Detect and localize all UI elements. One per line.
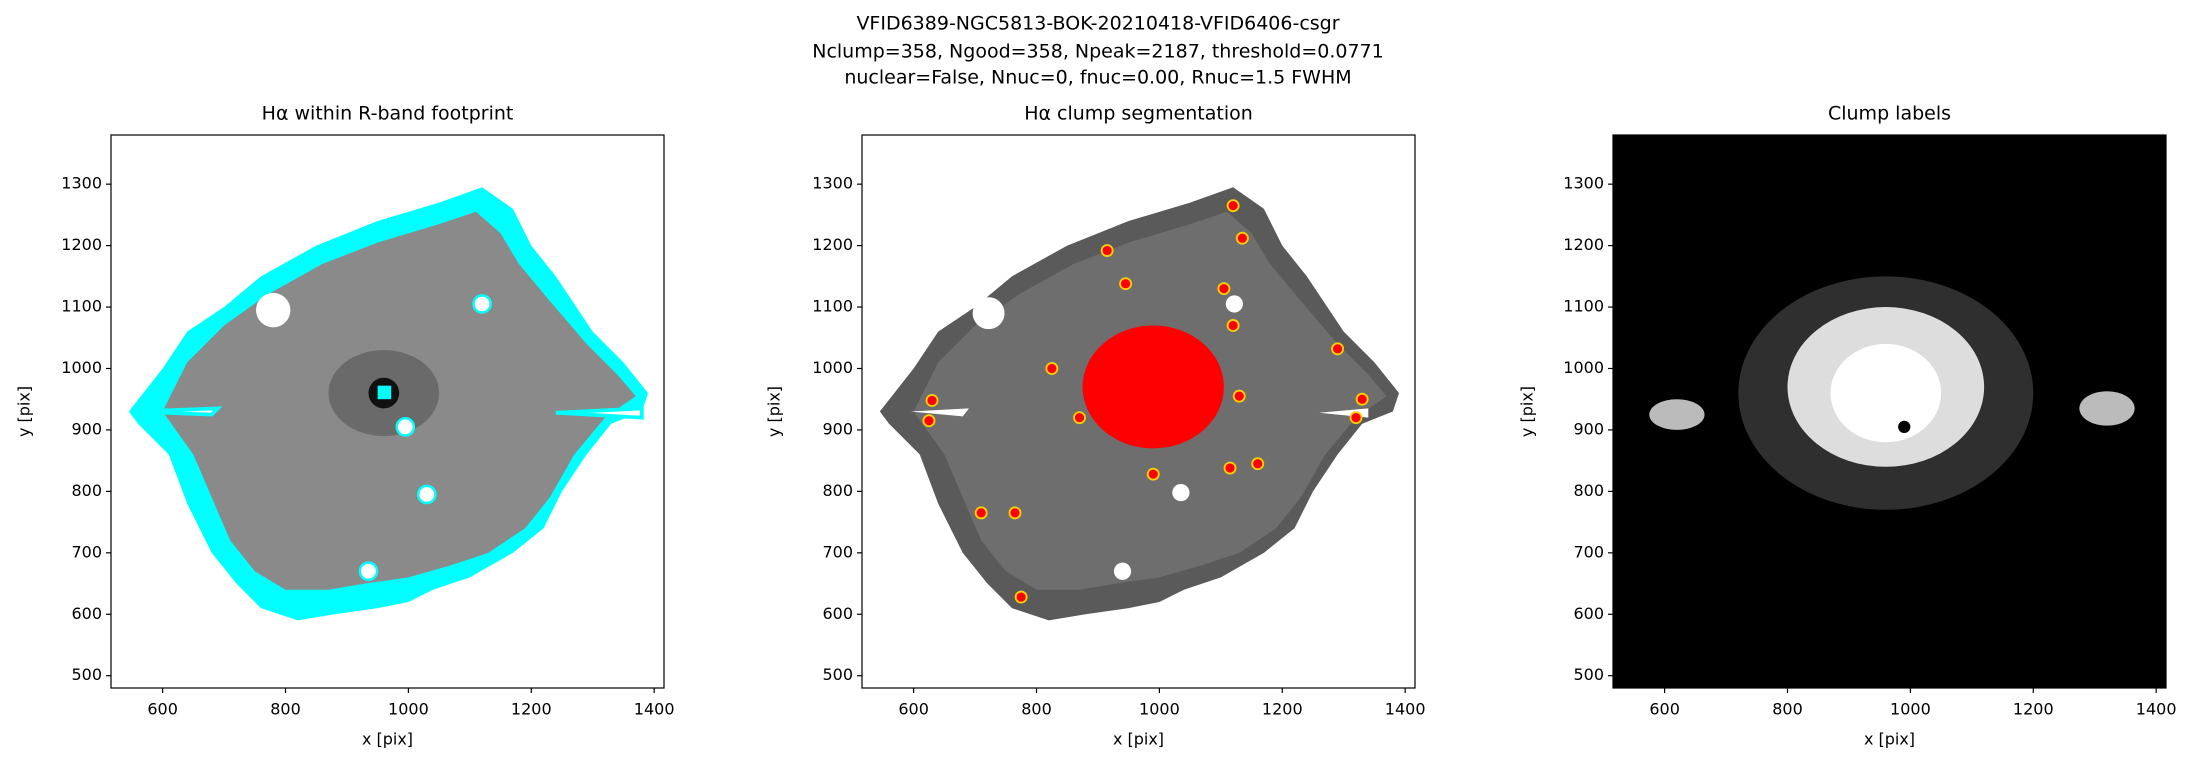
y-axis-label: y [pix] xyxy=(1518,386,1537,437)
x-tick-label: 1000 xyxy=(1890,700,1931,719)
y-tick-label: 1200 xyxy=(61,235,102,254)
axes-frame xyxy=(861,134,1416,689)
x-tick-label: 1000 xyxy=(1139,700,1180,719)
y-tick-label: 700 xyxy=(71,542,102,561)
image-panel xyxy=(111,134,665,688)
x-tick-label: 1200 xyxy=(2013,700,2054,719)
y-tick-label: 1300 xyxy=(1563,174,1604,193)
x-tick-label: 1200 xyxy=(511,700,552,719)
x-tick-label: 1200 xyxy=(1262,700,1303,719)
y-tick-label: 1200 xyxy=(1563,235,1604,254)
y-tick-label: 900 xyxy=(822,419,853,438)
y-tick-label: 1100 xyxy=(1563,297,1604,316)
y-tick-label: 700 xyxy=(1573,542,1604,561)
y-tick-label: 800 xyxy=(1573,481,1604,500)
x-axis-label: x [pix] xyxy=(1113,730,1164,749)
y-tick-label: 500 xyxy=(1573,665,1604,684)
y-tick-label: 1000 xyxy=(1563,358,1604,377)
image-panel xyxy=(1613,134,2166,688)
y-tick-label: 700 xyxy=(822,542,853,561)
image-panel xyxy=(862,134,1415,688)
x-tick-label: 1400 xyxy=(2136,700,2177,719)
x-tick-label: 800 xyxy=(1772,700,1803,719)
y-tick-label: 1000 xyxy=(61,358,102,377)
y-tick-label: 600 xyxy=(1573,604,1604,623)
y-tick-label: 1100 xyxy=(812,297,853,316)
y-tick-label: 800 xyxy=(822,481,853,500)
y-tick-label: 600 xyxy=(71,604,102,623)
axes-frame xyxy=(110,134,665,689)
y-tick-label: 600 xyxy=(822,604,853,623)
x-axis-label: x [pix] xyxy=(362,730,413,749)
axes-title: Hα clump segmentation xyxy=(1024,103,1253,125)
y-tick-label: 500 xyxy=(822,665,853,684)
x-tick-label: 800 xyxy=(270,700,301,719)
axes-title: Hα within R-band footprint xyxy=(262,103,514,125)
y-tick-label: 900 xyxy=(1573,419,1604,438)
y-tick-label: 500 xyxy=(71,665,102,684)
figure-title: VFID6389-NGC5813-BOK-20210418-VFID6406-c… xyxy=(856,13,1339,35)
y-tick-label: 1300 xyxy=(61,174,102,193)
x-tick-label: 600 xyxy=(147,700,178,719)
y-tick-label: 800 xyxy=(71,481,102,500)
x-tick-label: 1400 xyxy=(634,700,675,719)
y-axis-label: y [pix] xyxy=(15,386,34,437)
x-tick-label: 1000 xyxy=(388,700,429,719)
y-axis-label: y [pix] xyxy=(765,386,784,437)
x-tick-label: 600 xyxy=(898,700,929,719)
y-tick-label: 1200 xyxy=(812,235,853,254)
x-tick-label: 600 xyxy=(1649,700,1680,719)
axes-title: Clump labels xyxy=(1828,103,1951,125)
y-tick-label: 1300 xyxy=(812,174,853,193)
x-axis-label: x [pix] xyxy=(1864,730,1915,749)
figure-title: Nclump=358, Ngood=358, Npeak=2187, thres… xyxy=(812,41,1384,63)
y-tick-label: 1100 xyxy=(61,297,102,316)
x-tick-label: 1400 xyxy=(1385,700,1426,719)
axes-frame xyxy=(1612,134,2167,689)
y-tick-label: 1000 xyxy=(812,358,853,377)
x-tick-label: 800 xyxy=(1021,700,1052,719)
y-tick-label: 900 xyxy=(71,419,102,438)
figure-title: nuclear=False, Nnuc=0, fnuc=0.00, Rnuc=1… xyxy=(844,67,1351,89)
